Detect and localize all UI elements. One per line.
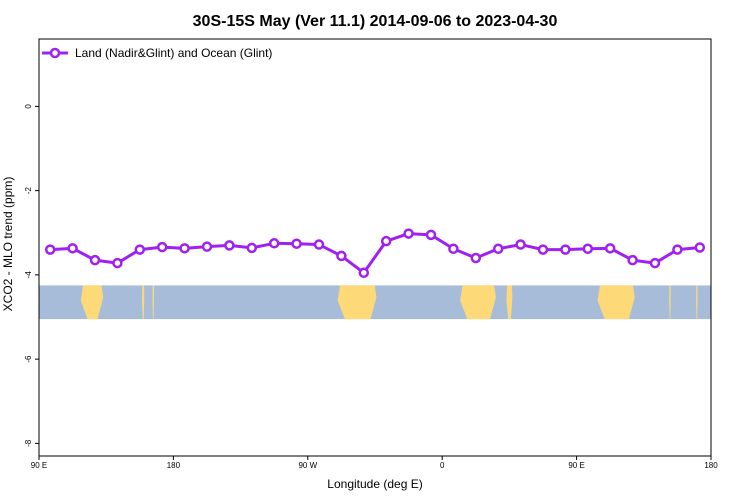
data-point-0: [44, 244, 56, 255]
data-point-5: [156, 241, 168, 253]
land-mass-3: [337, 285, 377, 320]
data-point-11: [291, 238, 302, 249]
land-mass-2: [152, 285, 154, 320]
data-point-7: [201, 241, 213, 252]
x-tick-label-0: 90 E: [31, 461, 47, 470]
data-point-13: [336, 250, 347, 262]
legend: Land (Nadir&Glint) and Ocean (Glint): [42, 46, 272, 60]
data-point-28: [672, 244, 683, 255]
axis-ticks: 90 E 180 90 W 0 90 E 180 0 -2 -4 -6 -8: [24, 104, 718, 470]
data-point-23: [560, 244, 571, 255]
land-mass-8: [696, 285, 698, 320]
y-tick-label-0: 0: [24, 104, 33, 109]
data-point-26: [627, 254, 638, 266]
land-mass-1: [142, 285, 145, 320]
x-tick-label-4: 90 E: [568, 461, 584, 470]
land-mass-6: [597, 285, 635, 320]
x-tick-label-2: 90 W: [298, 461, 317, 470]
data-point-4: [134, 244, 146, 255]
data-point-10: [268, 238, 280, 249]
data-point-8: [224, 240, 235, 251]
data-point-25: [604, 243, 616, 254]
y-tick-label-1: -2: [24, 187, 33, 195]
series-layer: [44, 228, 706, 279]
data-point-24: [582, 243, 594, 255]
plot-area: [38, 38, 712, 457]
data-point-6: [179, 243, 190, 254]
y-tick-label-3: -6: [24, 355, 33, 363]
legend-label: Land (Nadir&Glint) and Ocean (Glint): [75, 46, 272, 60]
data-point-20: [492, 243, 504, 255]
data-point-12: [313, 239, 325, 250]
plot-frame: [38, 38, 712, 457]
x-axis-label: Longitude (deg E): [327, 477, 422, 491]
land-mass-7: [669, 285, 671, 320]
series-line-0: [50, 232, 700, 275]
background-map: [39, 285, 711, 320]
data-point-2: [89, 254, 101, 266]
legend-marker: [49, 47, 61, 59]
data-point-19: [470, 252, 482, 264]
land-mass-0: [80, 285, 104, 320]
data-point-17: [425, 229, 437, 241]
data-point-18: [448, 243, 459, 255]
y-axis-label: XCO2 - MLO trend (ppm): [1, 177, 15, 312]
x-tick-label-3: 0: [440, 461, 445, 470]
data-point-27: [649, 257, 661, 269]
data-point-16: [403, 228, 414, 239]
data-point-22: [537, 244, 549, 255]
data-point-9: [246, 242, 258, 254]
data-point-3: [112, 257, 123, 269]
land-mass-5: [506, 285, 513, 320]
y-tick-label-2: -4: [24, 271, 33, 279]
x-tick-label-1: 180: [167, 461, 181, 470]
x-tick-label-5: 180: [704, 461, 718, 470]
data-point-21: [515, 239, 526, 250]
chart-title: 30S-15S May (Ver 11.1) 2014-09-06 to 202…: [193, 13, 558, 30]
data-point-15: [380, 235, 392, 247]
data-point-1: [67, 243, 78, 254]
y-tick-label-4: -8: [24, 439, 33, 447]
land-mass-4: [460, 285, 496, 320]
data-point-29: [694, 242, 706, 253]
data-point-14: [358, 267, 370, 279]
